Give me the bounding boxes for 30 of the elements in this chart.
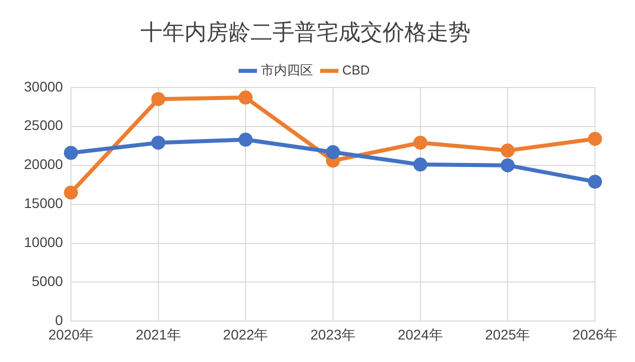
chart-title: 十年内房龄二手普宅成交价格走势 (140, 19, 470, 44)
point (64, 146, 78, 160)
point (151, 92, 166, 106)
point (413, 158, 428, 172)
point (326, 145, 340, 160)
legend-label: CBD (342, 62, 370, 78)
y-tick-label: 15000 (24, 195, 64, 212)
x-tick-label: 2024年 (398, 326, 443, 342)
x-tick-label: 2020年 (48, 326, 94, 342)
y-tick-label: 20000 (24, 156, 64, 172)
x-tick-label: 2023年 (310, 326, 356, 342)
x-tick-label: 2021年 (136, 326, 181, 342)
y-tick-label: 25000 (24, 117, 64, 134)
x-tick-label: 2026年 (572, 326, 618, 342)
point (588, 132, 602, 146)
x-tick-label: 2025年 (485, 326, 530, 342)
point (238, 90, 253, 105)
point (500, 158, 515, 172)
y-tick-label: 30000 (24, 78, 64, 94)
point (151, 136, 166, 150)
y-tick-label: 5000 (32, 273, 64, 290)
point (500, 144, 515, 158)
x-tick-label: 2022年 (223, 326, 268, 342)
y-tick-label: 0 (55, 312, 64, 328)
legend-label: 市内四区 (260, 62, 313, 78)
point (64, 186, 78, 200)
y-tick-label: 10000 (24, 234, 64, 250)
point (238, 132, 253, 147)
point (413, 136, 428, 150)
point (588, 174, 602, 189)
